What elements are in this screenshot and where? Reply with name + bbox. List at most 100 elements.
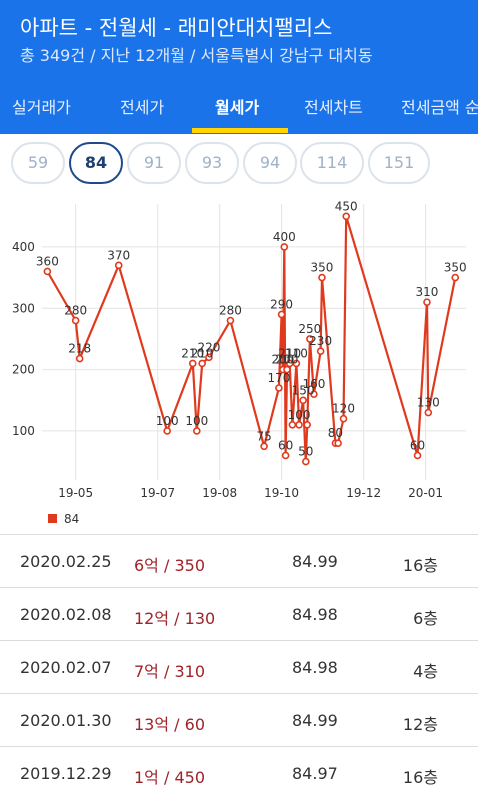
data-point xyxy=(342,212,351,221)
data-point xyxy=(334,439,342,447)
tab-jeonse-chart[interactable]: 전세차트 xyxy=(304,98,363,117)
data-label: 100 xyxy=(156,414,179,428)
series-line xyxy=(46,215,457,463)
data-point xyxy=(75,354,84,363)
data-label: 280 xyxy=(219,304,242,318)
row-floor: 6층 xyxy=(413,609,438,628)
data-point xyxy=(163,427,171,435)
data-point xyxy=(192,427,201,435)
data-point xyxy=(339,414,348,423)
size-chip-84[interactable]: 84 xyxy=(69,142,123,184)
data-point xyxy=(114,261,123,270)
row-date: 2019.12.29 xyxy=(20,764,112,783)
tab-jeonse-amount-order[interactable]: 전세금액 순 xyxy=(401,98,478,117)
table-row[interactable]: 2020.02.07 7억 / 310 84.98 4층 xyxy=(0,640,478,693)
data-point xyxy=(43,267,52,276)
data-label: 100 xyxy=(288,408,311,422)
size-chip-93[interactable]: 93 xyxy=(185,142,239,184)
data-label: 150 xyxy=(292,383,315,397)
data-label: 210 xyxy=(181,346,204,360)
size-chip-91[interactable]: 91 xyxy=(127,142,181,184)
size-filter-bar: 59 84 91 93 94 114 151 xyxy=(0,134,478,194)
data-label: 450 xyxy=(335,199,358,213)
x-tick-label: 19-08 xyxy=(202,486,237,500)
data-point xyxy=(281,451,290,460)
row-price: 6억 / 350 xyxy=(134,556,206,575)
data-point xyxy=(277,310,286,319)
row-price: 12억 / 130 xyxy=(134,609,216,628)
data-point xyxy=(226,316,235,325)
row-price: 1억 / 450 xyxy=(134,768,206,787)
data-label: 360 xyxy=(36,254,59,268)
row-area: 84.97 xyxy=(292,764,338,783)
tab-monthly-rent[interactable]: 월세가 xyxy=(215,98,260,117)
data-label: 170 xyxy=(267,371,290,385)
data-point xyxy=(424,408,433,417)
data-label: 350 xyxy=(311,261,334,275)
transaction-table: 2020.02.25 6억 / 350 84.99 16층 2020.02.08… xyxy=(0,534,478,799)
size-chip-59[interactable]: 59 xyxy=(11,142,65,184)
row-area: 84.98 xyxy=(292,658,338,677)
table-row[interactable]: 2020.02.08 12억 / 130 84.98 6층 xyxy=(0,587,478,640)
table-row[interactable]: 2020.02.25 6억 / 350 84.99 16층 xyxy=(0,534,478,587)
data-label: 200 xyxy=(276,353,299,367)
data-point xyxy=(295,421,303,429)
data-label: 230 xyxy=(309,334,332,348)
row-floor: 16층 xyxy=(402,556,438,575)
legend-swatch xyxy=(48,514,57,523)
data-label: 110 xyxy=(285,346,308,360)
tab-real-price[interactable]: 실거래가 xyxy=(12,98,71,117)
data-point xyxy=(288,421,297,429)
row-floor: 12층 xyxy=(402,715,438,734)
row-date: 2020.02.25 xyxy=(20,552,112,571)
table-row[interactable]: 2020.01.30 13억 / 60 84.99 12층 xyxy=(0,693,478,746)
monthly-rent-chart: 100 200 300 400 19-05 19-07 19-08 19-10 19-12 20-… xyxy=(0,196,478,534)
data-point xyxy=(316,347,325,355)
data-point xyxy=(413,451,422,460)
page-subtitle: 총 349건 / 지난 12개월 / 서울특별시 강남구 대치동 xyxy=(20,46,373,65)
row-area: 84.99 xyxy=(292,552,338,571)
data-point xyxy=(71,316,80,325)
data-point xyxy=(318,273,326,282)
data-label: 350 xyxy=(444,261,467,275)
data-label: 218 xyxy=(68,342,91,356)
row-price: 13억 / 60 xyxy=(134,715,206,734)
y-tick-label: 400 xyxy=(12,240,35,254)
x-tick-label: 19-12 xyxy=(346,486,381,500)
size-chip-114[interactable]: 114 xyxy=(300,142,364,184)
row-area: 84.98 xyxy=(292,605,338,624)
chart-svg: 100 200 300 400 19-05 19-07 19-08 19-10 19-12 20-… xyxy=(12,199,467,526)
data-label: 400 xyxy=(273,230,296,244)
data-point xyxy=(299,396,307,405)
legend-label: 84 xyxy=(64,512,79,526)
data-point xyxy=(292,359,301,368)
x-tick-label: 19-07 xyxy=(140,486,175,500)
page-title: 아파트 - 전월세 - 래미안대치팰리스 xyxy=(20,16,333,40)
data-point xyxy=(310,390,318,398)
y-tick-label: 300 xyxy=(12,301,35,315)
row-date: 2020.02.08 xyxy=(20,605,112,624)
table-row[interactable]: 2019.12.29 1억 / 450 84.97 16층 xyxy=(0,746,478,799)
data-label: 200 xyxy=(271,353,294,367)
row-price: 7억 / 310 xyxy=(134,662,206,681)
data-label: 220 xyxy=(197,340,220,354)
row-date: 2020.01.30 xyxy=(20,711,112,730)
x-tick-label: 19-05 xyxy=(58,486,93,500)
data-point xyxy=(280,243,289,251)
data-label: 120 xyxy=(332,402,355,416)
size-chip-151[interactable]: 151 xyxy=(368,142,430,184)
row-area: 84.99 xyxy=(292,711,338,730)
data-label: 60 xyxy=(278,438,293,452)
data-label: 80 xyxy=(328,426,343,440)
data-point xyxy=(260,442,268,451)
data-point xyxy=(198,359,206,368)
active-tab-indicator xyxy=(192,128,288,133)
row-floor: 16층 xyxy=(402,768,438,787)
data-label: 280 xyxy=(64,304,87,318)
data-point xyxy=(188,359,197,368)
data-label: 210 xyxy=(191,346,214,360)
data-point xyxy=(306,335,314,343)
size-chip-94[interactable]: 94 xyxy=(243,142,297,184)
tab-jeonse-price[interactable]: 전세가 xyxy=(120,98,165,117)
data-label: 60 xyxy=(410,438,425,452)
